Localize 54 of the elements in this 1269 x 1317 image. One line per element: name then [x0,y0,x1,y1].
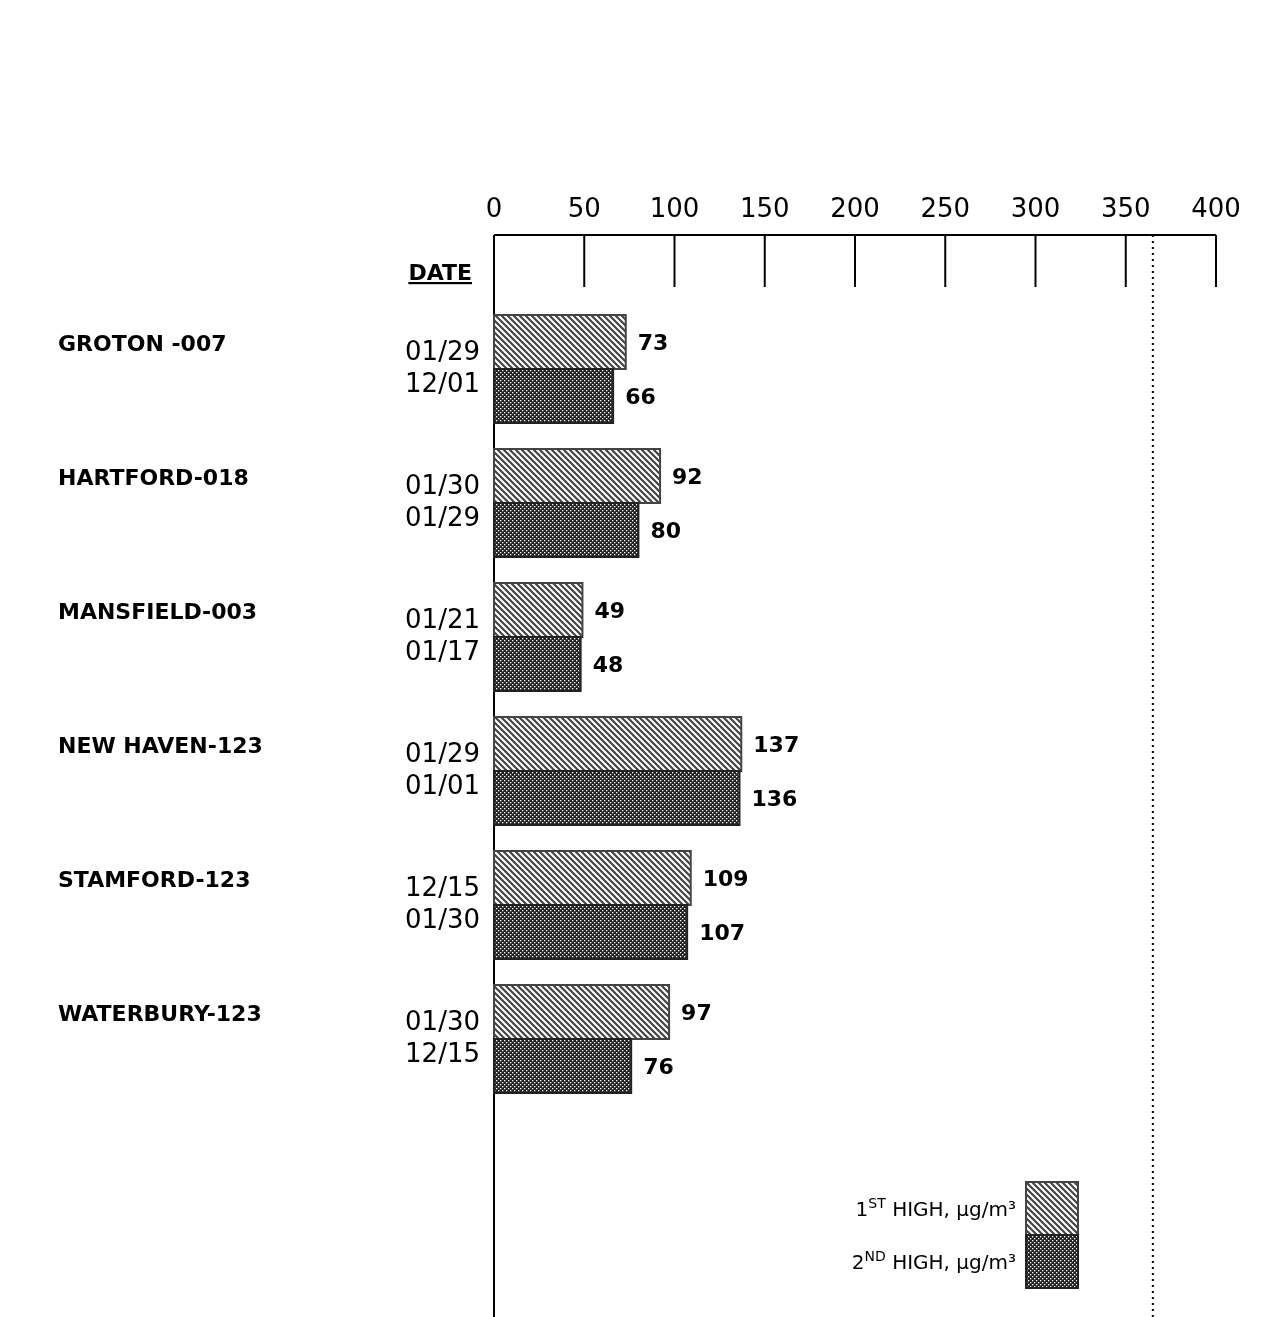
text: 12/15 [405,1038,480,1068]
text: 01/30 [405,904,480,934]
text: 12/15 [405,872,480,902]
text: 01/29 [405,738,480,768]
data-label: 109 [702,866,749,891]
data-label: 80 [650,518,682,543]
text: 01/17 [405,636,480,666]
data-label: 49 [594,598,626,623]
data-label: 66 [625,384,656,409]
bar [493,636,582,692]
text: 1$^{ST}$ HIGH, μg/m³ [855,1195,1016,1221]
y-tick-label: STAMFORD-123 [58,867,251,892]
y-tick-label: WATERBURY-123 [58,1001,262,1026]
x2-tick-label: 400 [1191,193,1241,223]
text: 01/30 [405,470,480,500]
data-label: 97 [681,1000,712,1025]
x2-tick-label: 100 [649,193,700,223]
text: 01/21 [405,604,480,634]
text: 01/29 [405,502,480,532]
bar [493,1038,633,1094]
bar [493,314,627,370]
y-tick-label: NEW HAVEN-123 [58,733,263,758]
text: 12/01 [405,368,480,398]
x2-tick-label: 0 [485,193,503,223]
bar [493,770,741,826]
bar [493,448,662,504]
data-label: 107 [699,920,746,945]
y-tick-label: GROTON -007 [58,331,227,356]
x2-tick-label: 250 [920,193,971,223]
x2-tick-label: 150 [739,193,790,223]
text: DATE [408,260,472,285]
data-label: 92 [672,464,703,489]
x2-tick-label: 50 [567,193,601,223]
text: 01/01 [405,770,480,800]
bar [493,582,584,638]
bar [493,502,640,558]
text: 01/30 [405,1006,480,1036]
data-label: 73 [637,330,669,355]
x2-tick-label: 200 [830,193,880,223]
data-label: 48 [592,652,624,677]
bar [493,716,743,772]
data-label: 136 [751,786,798,811]
bar [493,904,689,960]
bar [493,984,671,1040]
text: 2$^{ND}$ HIGH, μg/m³ [851,1248,1016,1274]
y-tick-label: MANSFIELD-003 [58,599,258,624]
x2-tick-label: 300 [1010,193,1061,223]
bar [493,850,692,906]
y-tick-label: HARTFORD-018 [58,465,249,490]
data-label: 137 [753,732,800,757]
data-label: 76 [643,1054,674,1079]
bar [493,368,615,424]
x2-tick-label: 350 [1100,193,1151,223]
text: 01/29 [405,336,480,366]
